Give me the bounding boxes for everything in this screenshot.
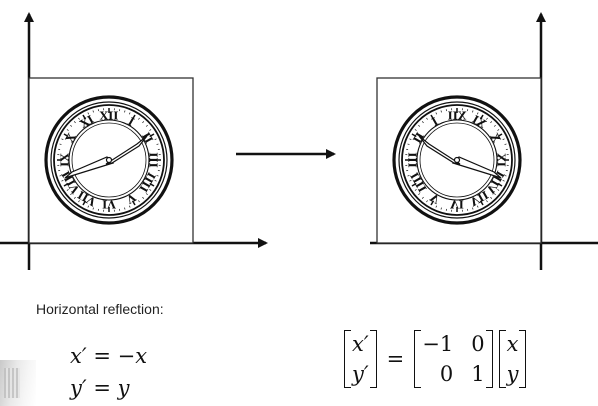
reflection-matrix: −1 0 0 1 [414, 330, 493, 388]
eq1-rhs: −x [117, 344, 148, 368]
matrix-cell-11: 1 [471, 362, 485, 386]
caption: Horizontal reflection: [36, 301, 164, 317]
clock-numeral: I [126, 115, 137, 129]
clock-numeral: IX [495, 153, 508, 167]
clock-numeral: XII [448, 110, 467, 123]
matrix-cell-10: 0 [439, 362, 454, 386]
clock-numeral: XII [100, 110, 119, 123]
equation-y: y′ = y [70, 376, 130, 400]
equation-x: x′ = −x [70, 344, 147, 368]
output-vector-0: x′ [352, 332, 369, 356]
speaker-thumbnail [0, 360, 36, 406]
clock-numeral: VI [449, 198, 464, 211]
clock-numeral: VI [102, 198, 117, 211]
eq2-lhs: y′ [70, 376, 87, 400]
eq1-op: = [93, 344, 111, 368]
output-vector-1: y′ [352, 362, 369, 386]
clock-numeral: I [430, 115, 441, 129]
eq2-op: = [93, 376, 111, 400]
eq2-rhs: y [117, 376, 130, 400]
input-vector-0: x [506, 332, 519, 356]
matrix-equals: = [386, 347, 405, 371]
eq1-lhs: x′ [70, 344, 87, 368]
matrix-cell-00: −1 [422, 332, 454, 356]
matrix-cell-01: 0 [471, 332, 485, 356]
matrix-equation: x′ y′ = −1 0 0 1 x y [344, 324, 527, 394]
clock-numeral: III [147, 152, 160, 167]
clock-numeral: XI [78, 113, 96, 131]
clock-numeral: IX [59, 153, 72, 167]
input-vector-1: y [506, 362, 519, 386]
output-vector: x′ y′ [344, 330, 377, 388]
input-vector: x y [498, 330, 527, 388]
clock-numeral: III [407, 152, 420, 167]
clock-numeral: XI [470, 113, 488, 131]
